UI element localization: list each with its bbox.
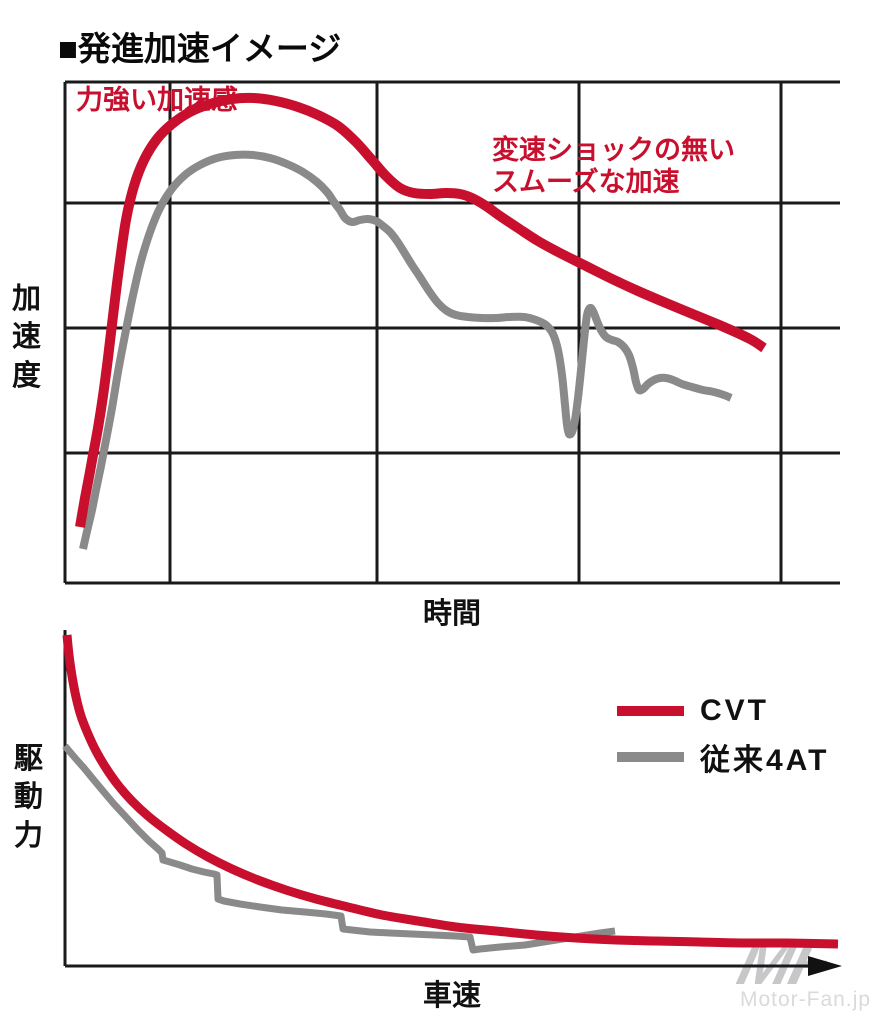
legend-label-cvt: CVT: [700, 694, 769, 727]
legend: CVT 従来4AT: [617, 688, 829, 780]
x-axis-arrow-icon: [808, 956, 842, 976]
cvt-line-swatch-icon: [617, 706, 684, 716]
legend-item-4at: 従来4AT: [617, 734, 829, 780]
series-curve-top-4at: [79, 150, 733, 550]
4at-line-swatch-icon: [617, 752, 684, 762]
watermark: MF Motor-Fan.jp: [731, 926, 872, 1012]
page-title: ■発進加速イメージ: [58, 30, 342, 67]
legend-label-4at: 従来4AT: [700, 744, 830, 777]
top-chart-x-axis-label: 時間: [422, 598, 481, 630]
bottom-chart-x-axis-label: 車速: [422, 980, 481, 1012]
motor-fan-url-text: Motor-Fan.jp: [740, 988, 872, 1011]
series-curve-bottom-4at: [62, 743, 616, 954]
series-curve-top-cvt: [75, 92, 767, 528]
top-chart-y-axis-label: 加速度: [12, 283, 42, 392]
annotation-powerful-acceleration: 力強い加速感: [76, 85, 238, 115]
annotation-smooth-acceleration: 変速ショックの無い スムーズな加速: [492, 135, 735, 198]
bottom-chart-y-axis-label: 駆動力: [14, 743, 44, 852]
series-curve-bottom-cvt: [62, 634, 839, 949]
legend-item-cvt: CVT: [617, 688, 829, 734]
